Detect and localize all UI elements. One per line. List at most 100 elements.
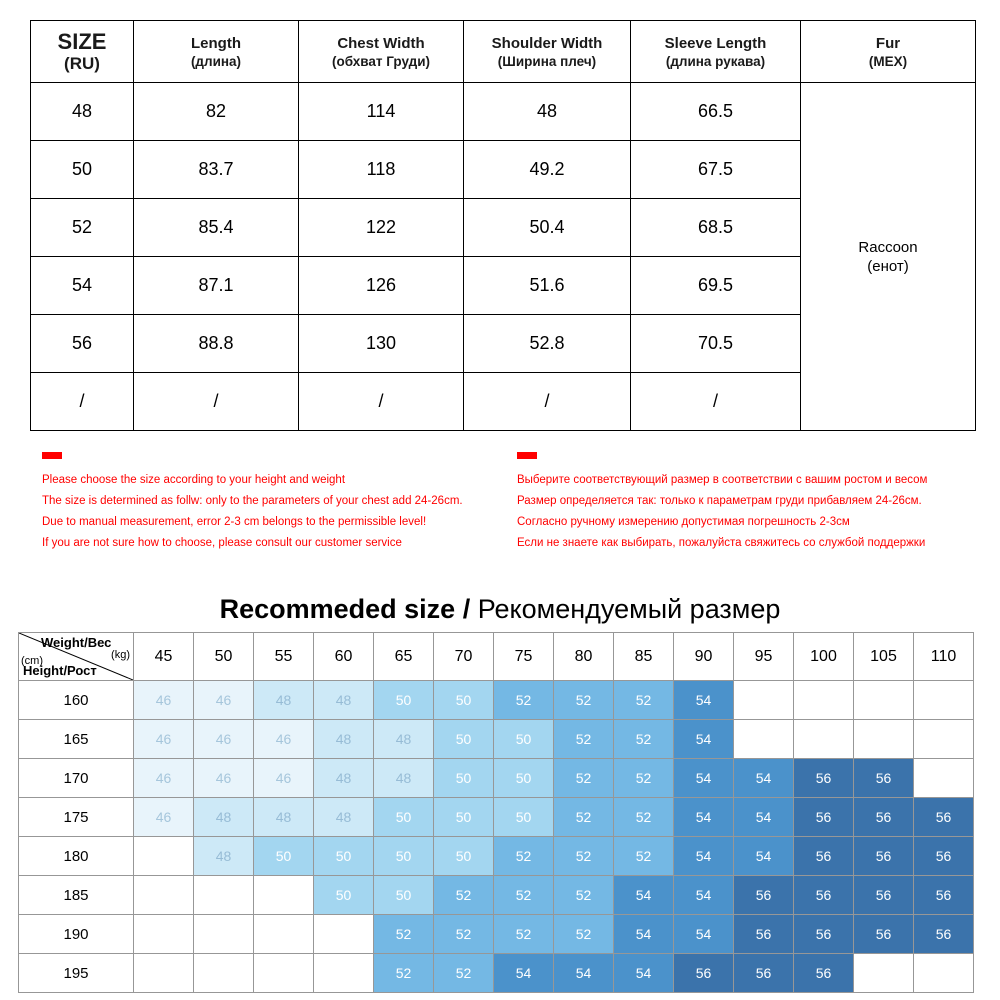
size-table-header-length: Length (длина) bbox=[133, 20, 299, 83]
matrix-cell-empty bbox=[133, 914, 194, 954]
matrix-cell: 54 bbox=[673, 914, 734, 954]
matrix-cell: 54 bbox=[493, 953, 554, 993]
matrix-cell-empty bbox=[193, 953, 254, 993]
corner-weight-unit: (kg) bbox=[111, 649, 130, 661]
matrix-cell: 48 bbox=[253, 680, 314, 720]
header-label-ru: (длина) bbox=[190, 53, 242, 69]
note-line: Если не знаете как выбирать, пожалуйста … bbox=[517, 537, 926, 549]
matrix-cell: 56 bbox=[913, 914, 974, 954]
recommended-size-heading: Recommeded size / Рекомендуемый размер bbox=[0, 594, 1000, 625]
header-label-en: Fur bbox=[875, 34, 901, 52]
matrix-cell: 50 bbox=[253, 836, 314, 876]
size-table-cell: 68.5 bbox=[630, 198, 801, 257]
size-table-cell: 83.7 bbox=[133, 140, 299, 199]
matrix-cell-empty bbox=[313, 914, 374, 954]
matrix-cell: 50 bbox=[493, 758, 554, 798]
size-table-cell: 67.5 bbox=[630, 140, 801, 199]
header-label-en: SIZE bbox=[57, 28, 107, 54]
matrix-cell-empty bbox=[253, 875, 314, 915]
matrix-cell: 46 bbox=[193, 758, 254, 798]
matrix-cell: 54 bbox=[613, 914, 674, 954]
matrix-cell: 56 bbox=[853, 875, 914, 915]
header-label-en: Chest Width bbox=[337, 34, 425, 52]
size-table-row: 56 88.8 130 52.8 70.5 bbox=[30, 314, 976, 373]
notes-russian: Выберите соответствующий размер в соотве… bbox=[517, 452, 977, 554]
size-table-header-sleeve: Sleeve Length (длина рукава) bbox=[630, 20, 801, 83]
size-table-row: 52 85.4 122 50.4 68.5 bbox=[30, 198, 976, 257]
weight-column-header: 45 bbox=[133, 632, 194, 681]
matrix-cell: 52 bbox=[553, 875, 614, 915]
matrix-cell: 52 bbox=[553, 758, 614, 798]
matrix-header-row: Weight/Вес (kg) (cm) Height/Рост 45 50 55 6… bbox=[18, 632, 974, 681]
matrix-cell: 54 bbox=[613, 953, 674, 993]
matrix-cell: 52 bbox=[493, 914, 554, 954]
matrix-cell: 52 bbox=[373, 953, 434, 993]
matrix-cell: 52 bbox=[493, 680, 554, 720]
header-label-en: Sleeve Length bbox=[664, 34, 767, 52]
matrix-cell: 52 bbox=[553, 719, 614, 759]
matrix-cell: 48 bbox=[373, 719, 434, 759]
size-table-cell: 51.6 bbox=[463, 256, 631, 315]
matrix-cell: 52 bbox=[433, 914, 494, 954]
height-row-header: 165 bbox=[18, 719, 134, 759]
matrix-cell: 50 bbox=[433, 836, 494, 876]
size-table-cell: 87.1 bbox=[133, 256, 299, 315]
matrix-cell: 50 bbox=[373, 797, 434, 837]
red-marker-icon bbox=[517, 452, 537, 459]
size-table: SIZE (RU) Length (длина) Chest Width (об… bbox=[30, 20, 976, 431]
matrix-row: 165 46 46 46 48 48 50 50 52 52 54 bbox=[18, 719, 974, 759]
diagonal-divider-icon bbox=[19, 633, 133, 680]
height-row-header: 190 bbox=[18, 914, 134, 954]
matrix-row: 195 52 52 54 54 54 56 56 56 bbox=[18, 953, 974, 993]
matrix-cell: 56 bbox=[853, 797, 914, 837]
matrix-cell: 56 bbox=[733, 914, 794, 954]
header-label-en: Shoulder Width bbox=[491, 34, 603, 52]
size-table-cell: 126 bbox=[298, 256, 464, 315]
header-label-ru: (МЕХ) bbox=[868, 53, 908, 69]
header-label-en: Length bbox=[191, 34, 241, 52]
size-table-cell: 52.8 bbox=[463, 314, 631, 373]
matrix-row: 185 50 50 52 52 52 54 54 56 56 56 56 bbox=[18, 875, 974, 915]
matrix-cell-empty bbox=[253, 953, 314, 993]
matrix-cell: 54 bbox=[733, 836, 794, 876]
size-table-cell: / bbox=[630, 372, 801, 431]
weight-column-header: 95 bbox=[733, 632, 794, 681]
matrix-cell: 46 bbox=[133, 719, 194, 759]
matrix-cell-empty bbox=[133, 836, 194, 876]
heading-regular: Рекомендуемый размер bbox=[470, 594, 781, 624]
size-table-cell: 48 bbox=[463, 82, 631, 141]
matrix-cell: 48 bbox=[313, 797, 374, 837]
matrix-cell: 56 bbox=[853, 758, 914, 798]
matrix-cell: 48 bbox=[313, 680, 374, 720]
matrix-cell: 48 bbox=[313, 719, 374, 759]
matrix-cell: 48 bbox=[193, 836, 254, 876]
header-label-ru: (Ширина плеч) bbox=[497, 53, 597, 69]
heading-bold: Recommeded size / bbox=[219, 594, 471, 624]
corner-height-unit: (cm) bbox=[21, 655, 43, 667]
matrix-cell-empty bbox=[793, 680, 854, 720]
size-table-cell: 66.5 bbox=[630, 82, 801, 141]
matrix-cell: 46 bbox=[193, 719, 254, 759]
matrix-row: 160 46 46 48 48 50 50 52 52 52 54 bbox=[18, 680, 974, 720]
note-line: The size is determined as follw: only to… bbox=[42, 495, 463, 507]
notes-english: Please choose the size according to your… bbox=[42, 452, 512, 554]
weight-column-header: 55 bbox=[253, 632, 314, 681]
matrix-cell-empty bbox=[133, 875, 194, 915]
matrix-cell: 54 bbox=[673, 875, 734, 915]
size-table-row: / / / / / bbox=[30, 372, 976, 431]
matrix-cell-empty bbox=[913, 758, 974, 798]
header-label-ru: (обхват Груди) bbox=[332, 53, 430, 69]
size-table-cell: 88.8 bbox=[133, 314, 299, 373]
note-line: Due to manual measurement, error 2-3 cm … bbox=[42, 516, 427, 528]
matrix-cell: 50 bbox=[313, 875, 374, 915]
matrix-cell-empty bbox=[853, 719, 914, 759]
matrix-cell: 56 bbox=[793, 758, 854, 798]
height-row-header: 185 bbox=[18, 875, 134, 915]
size-table-cell: 56 bbox=[30, 314, 134, 373]
matrix-corner-cell: Weight/Вес (kg) (cm) Height/Рост bbox=[18, 632, 134, 681]
size-table-header-shoulder: Shoulder Width (Ширина плеч) bbox=[463, 20, 631, 83]
weight-column-header: 65 bbox=[373, 632, 434, 681]
matrix-cell: 52 bbox=[613, 680, 674, 720]
matrix-cell: 56 bbox=[913, 875, 974, 915]
weight-column-header: 70 bbox=[433, 632, 494, 681]
